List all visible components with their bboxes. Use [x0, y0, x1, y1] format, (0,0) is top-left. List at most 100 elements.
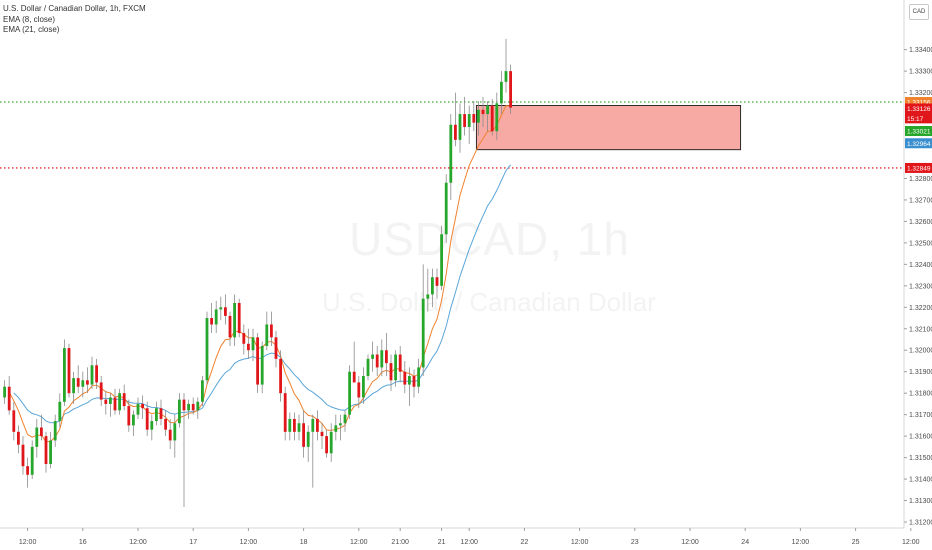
candle: [109, 393, 112, 417]
candle-body: [12, 410, 16, 432]
candle-body: [362, 376, 365, 398]
candle: [86, 367, 89, 394]
candle: [454, 92, 457, 147]
candle: [159, 399, 163, 426]
price-tick-label: 1.31500: [909, 455, 932, 462]
candle-body: [104, 399, 108, 404]
candle-body: [412, 376, 416, 387]
candle-body: [187, 403, 190, 411]
time-tick-label: 23: [631, 539, 639, 546]
candle: [122, 384, 126, 411]
candle: [316, 410, 319, 441]
candle: [58, 393, 62, 428]
price-tick-label: 1.33300: [909, 69, 932, 76]
candle-body: [463, 114, 466, 127]
candle-body: [504, 71, 508, 82]
candle: [145, 401, 149, 437]
candle: [104, 391, 108, 415]
candle-body: [293, 418, 296, 432]
candle: [279, 350, 282, 402]
candle-body: [375, 354, 379, 368]
candle: [118, 388, 121, 415]
time-tick-label: 12:00: [792, 539, 810, 546]
candle-body: [509, 71, 512, 108]
candle: [366, 354, 370, 381]
candle-body: [95, 365, 98, 383]
candle-body: [164, 418, 167, 430]
candle-body: [35, 427, 39, 447]
candle-body: [394, 354, 397, 381]
legend-ema-21[interactable]: EMA (21, close): [3, 25, 60, 34]
price-tick-label: 1.33200: [909, 90, 932, 97]
candle-body: [210, 318, 213, 325]
candle: [26, 457, 29, 488]
price-label: 1.32849: [905, 162, 932, 173]
time-tick-label: 12:00: [460, 539, 478, 546]
candle-body: [40, 427, 43, 437]
candle-body: [72, 378, 75, 394]
price-label: 1.33021: [905, 126, 932, 137]
candle-body: [81, 380, 85, 387]
time-tick-label: 21: [438, 539, 446, 546]
candle-body: [247, 343, 250, 351]
candle: [486, 101, 489, 132]
resistance-zone: [475, 105, 742, 151]
chart-title[interactable]: U.S. Dollar / Canadian Dollar, 1h, FXCM: [3, 4, 146, 13]
price-label-bg: [905, 113, 932, 124]
candle: [495, 92, 499, 140]
candle-body: [417, 367, 420, 387]
candle: [408, 367, 411, 407]
price-label-text: 1.33021: [907, 129, 931, 136]
candle-body: [141, 403, 144, 409]
candle: [49, 431, 52, 469]
candle: [403, 360, 407, 394]
candle: [343, 410, 347, 432]
candle: [334, 414, 338, 441]
candle-body: [21, 444, 25, 467]
time-tick-label: 21:00: [391, 539, 409, 546]
candle: [435, 268, 439, 299]
price-label-bg: [905, 162, 932, 173]
candle-body: [159, 408, 163, 419]
candle: [389, 354, 393, 392]
candle-body: [325, 436, 328, 454]
candle: [398, 345, 402, 383]
price-tick-label: 1.32200: [909, 305, 932, 312]
time-tick-label: 18: [300, 539, 308, 546]
price-tick-label: 1.32100: [909, 326, 932, 333]
candle-body: [63, 348, 66, 402]
price-tick-label: 1.32800: [909, 176, 932, 183]
candle: [348, 365, 351, 419]
price-label-text: 1.32849: [907, 165, 931, 172]
price-label-bg: [905, 103, 932, 114]
candle-body: [371, 354, 374, 359]
price-tick-label: 1.32600: [909, 219, 932, 226]
candle: [90, 356, 94, 389]
candle-body: [500, 81, 503, 104]
candle: [201, 376, 204, 407]
candle-body: [214, 309, 218, 325]
time-tick-label: 12:00: [350, 539, 368, 546]
candle: [329, 423, 333, 462]
candle-body: [145, 408, 149, 430]
candle: [288, 412, 292, 441]
candle: [7, 376, 11, 415]
candle: [21, 436, 25, 475]
currency-button[interactable]: CAD: [909, 4, 929, 20]
legend-ema-8[interactable]: EMA (8, close): [3, 14, 56, 24]
candle: [297, 414, 301, 441]
candle: [233, 294, 236, 346]
candle: [95, 358, 98, 389]
candle-body: [311, 418, 315, 432]
candle: [472, 101, 476, 132]
candle: [247, 328, 250, 359]
candle-body: [490, 105, 494, 132]
candle-body: [329, 431, 333, 454]
candle: [99, 376, 103, 407]
candle-body: [389, 363, 393, 381]
price-label-bg: [905, 97, 932, 108]
price-tick-label: 1.31700: [909, 412, 932, 419]
candle-body: [99, 382, 103, 400]
